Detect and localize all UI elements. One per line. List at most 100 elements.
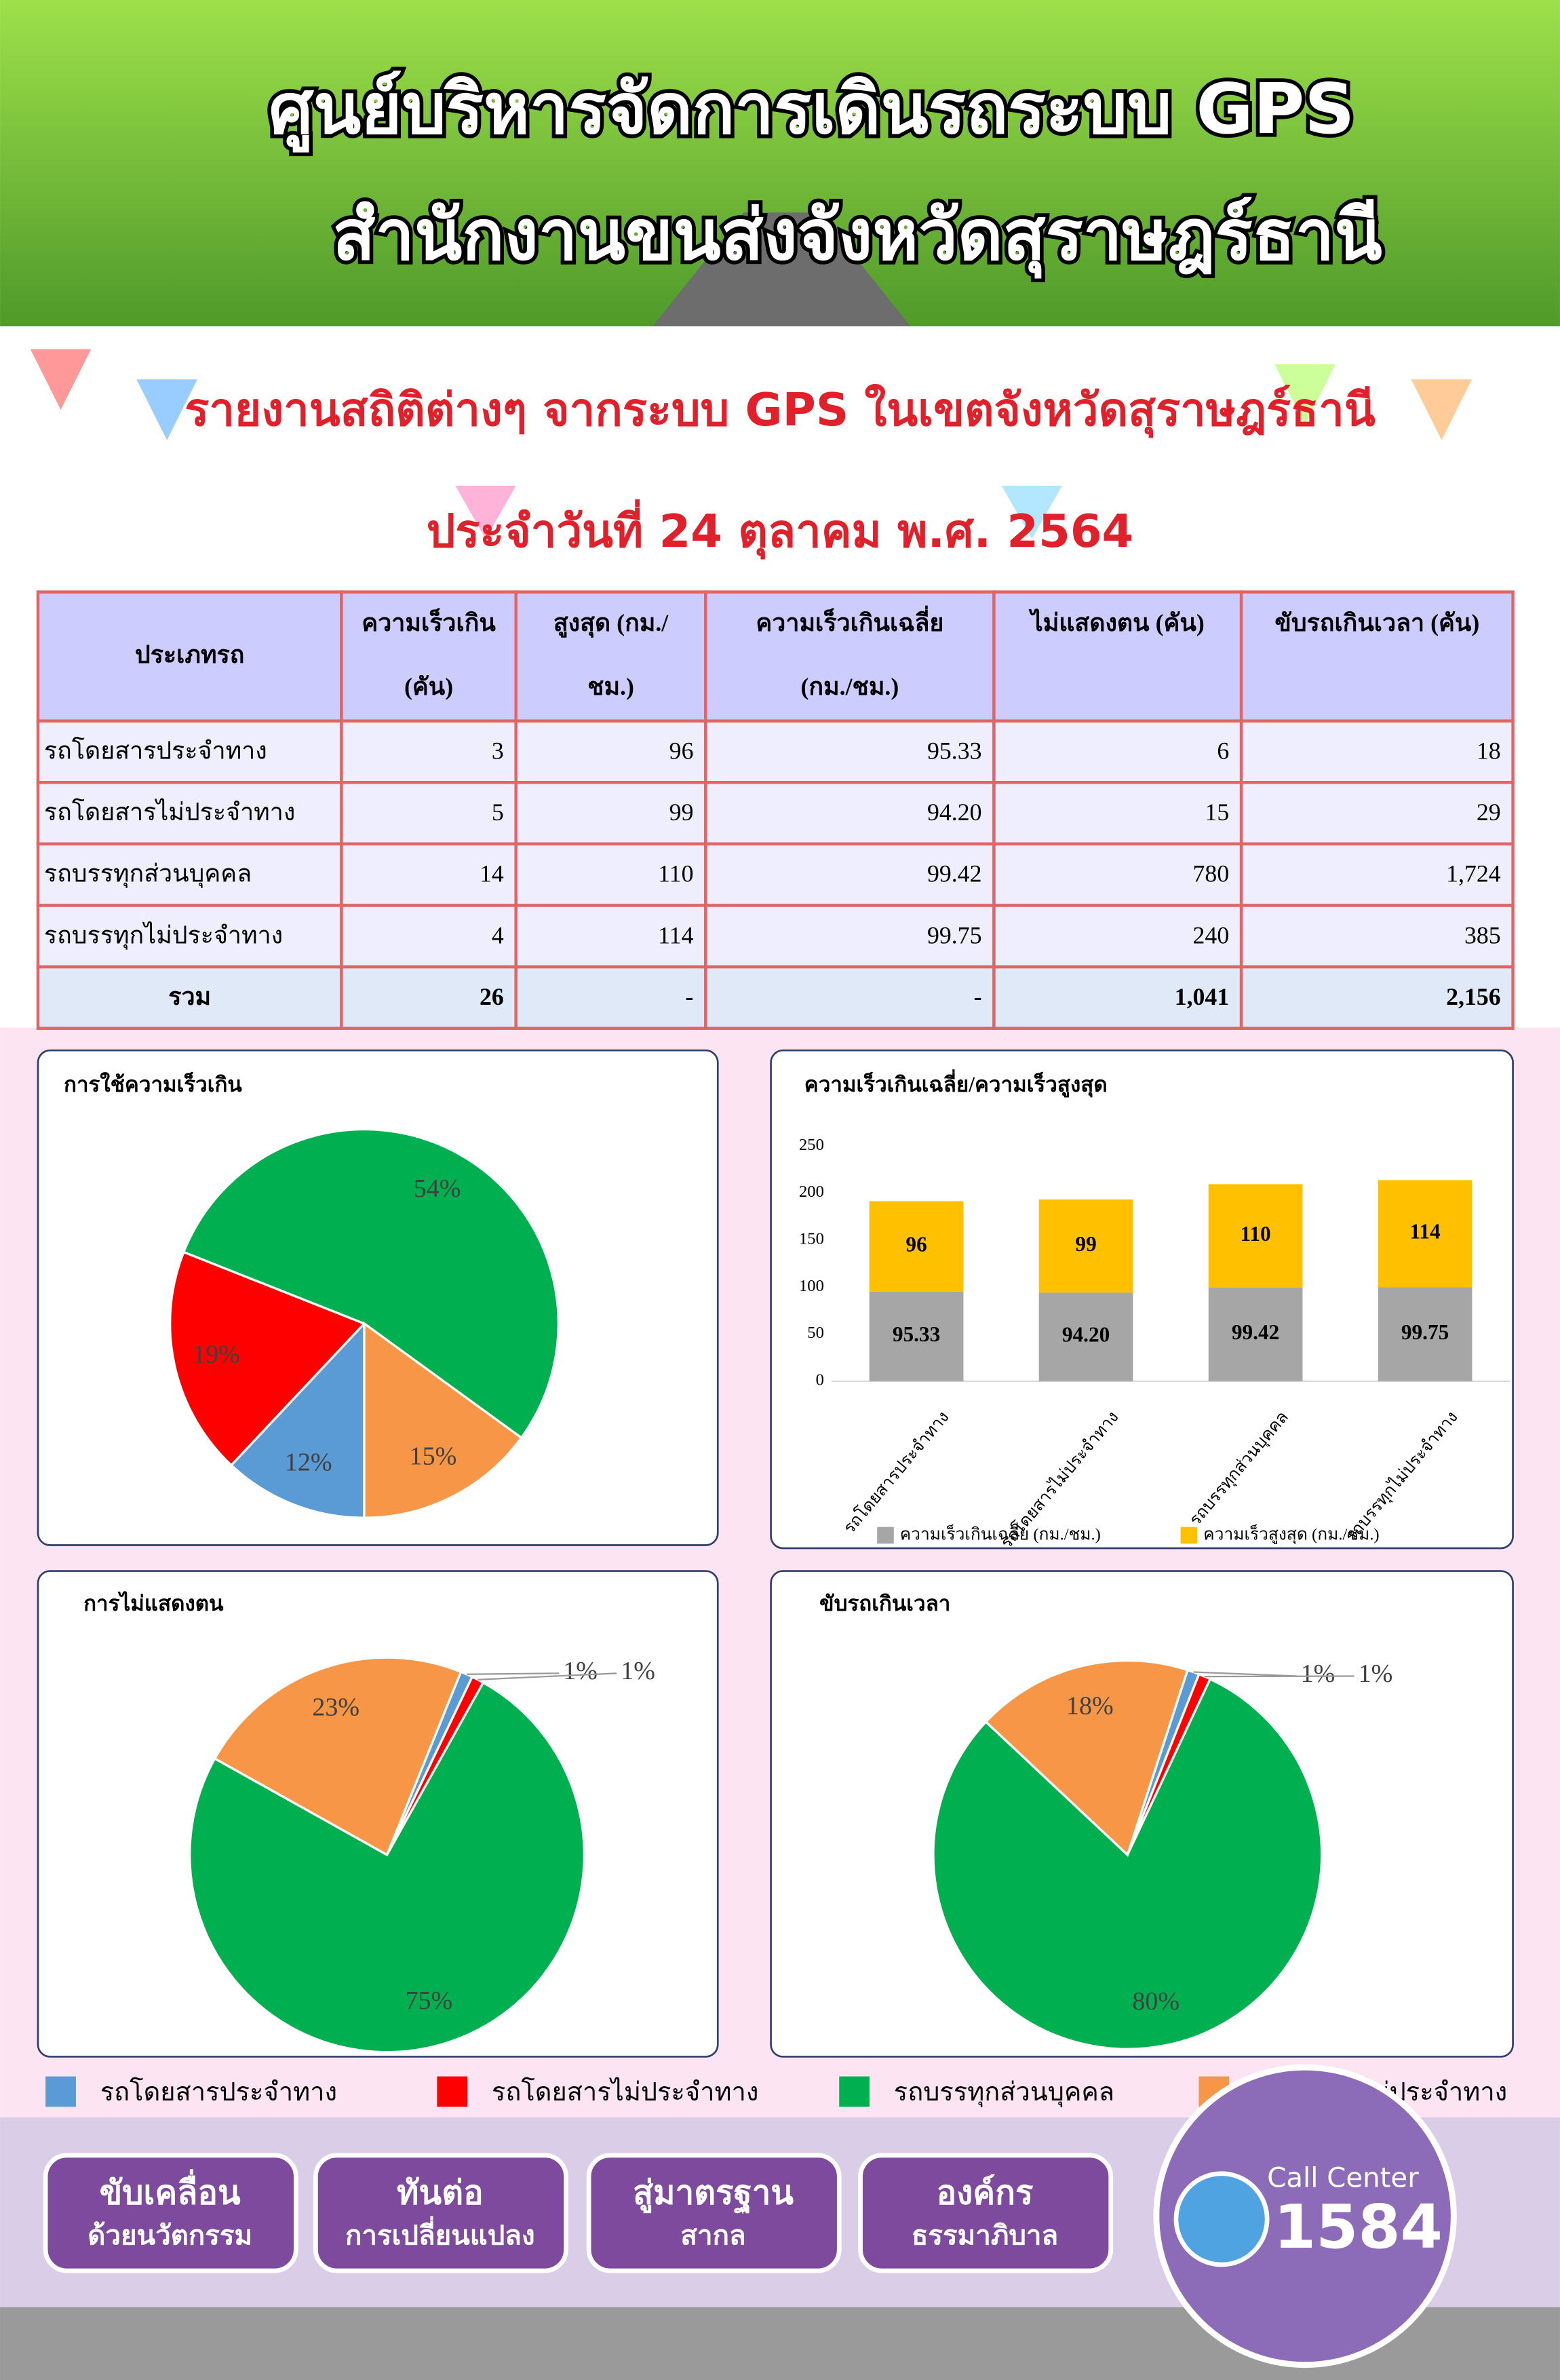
- pie-slice: [182, 1128, 560, 1440]
- footer-badge: [313, 2153, 568, 2273]
- bar-segment: [869, 1291, 964, 1381]
- table-cell: [704, 965, 996, 1030]
- table-text: 99.75: [927, 921, 982, 948]
- table-cell: [704, 719, 996, 784]
- bar-segment: [1038, 1199, 1133, 1293]
- pie-label: 1%: [621, 1657, 655, 1685]
- pie-slice: [189, 1681, 586, 2054]
- chart-title: ความเร็วเกินเฉลี่ย/ความเร็วสูงสุด: [804, 1069, 1108, 1098]
- table-cell: [36, 842, 343, 907]
- table-text: 780: [1193, 860, 1230, 887]
- pie-label: 1%: [563, 1657, 598, 1685]
- table-text: 240: [1193, 921, 1230, 948]
- table-cell: [1239, 781, 1515, 846]
- table-text: รวม: [168, 983, 211, 1010]
- header-cell: [1239, 590, 1515, 723]
- y-tick-label: 200: [799, 1183, 824, 1201]
- header-cell: [340, 590, 518, 723]
- pie-label: 1%: [1359, 1659, 1393, 1688]
- bar-segment: [1208, 1287, 1303, 1381]
- report-date: ประจำวันที่ 24 ตุลาคม พ.ศ. 2564: [427, 499, 1133, 560]
- bar-label: 99.42: [1232, 1320, 1279, 1344]
- legend-label: ความเร็วเกินเฉลี่ย (กม./ชม.): [900, 1522, 1101, 1544]
- header-text: ความเร็วเกิน: [362, 607, 496, 636]
- bar-label: 94.20: [1062, 1323, 1110, 1347]
- chart-title: การใช้ความเร็วเกิน: [64, 1071, 242, 1096]
- table-cell: [1239, 904, 1515, 969]
- bar-segment: [1378, 1287, 1473, 1381]
- table-cell: [992, 781, 1243, 846]
- legend-swatch: [1180, 1527, 1198, 1544]
- table-text: 6: [1217, 737, 1229, 764]
- table-text: 95.33: [927, 737, 982, 764]
- flag: [1274, 364, 1335, 425]
- flag: [136, 379, 197, 440]
- legend-swatch: [839, 2076, 870, 2107]
- header-text: ไม่แสดงตน (คัน): [1028, 608, 1205, 636]
- bar-label: 110: [1240, 1222, 1270, 1246]
- pie-slice: [363, 1321, 524, 1519]
- pie-label: 75%: [405, 1986, 452, 2015]
- badge-text: ธรรมาภิบาล: [912, 2221, 1058, 2252]
- table-cell: [514, 904, 707, 969]
- footer-badge: [858, 2153, 1114, 2273]
- y-tick-label: 100: [799, 1277, 824, 1295]
- bar-segment: [1208, 1184, 1303, 1288]
- table-text: -: [974, 983, 982, 1010]
- legend-swatch: [877, 1527, 894, 1544]
- pie-label: 18%: [1066, 1691, 1114, 1720]
- table-text: รถโดยสารไม่ประจำทาง: [44, 798, 295, 826]
- header-title: สำนักงานขนส่งจังหวัดสุราษฎร์ธานี: [332, 195, 1382, 279]
- table-text: 96: [669, 737, 694, 764]
- pie-slice: [213, 1656, 463, 1857]
- table-text: 29: [1477, 799, 1501, 826]
- legend-swatch: [45, 2076, 76, 2107]
- bunting: [30, 349, 1473, 539]
- table-text: 14: [480, 860, 504, 887]
- badge-text: สู่มาตรฐาน: [633, 2173, 794, 2214]
- pie-label: 12%: [285, 1448, 332, 1476]
- bar-segment: [1038, 1292, 1133, 1381]
- table-text: 1,041: [1175, 983, 1230, 1010]
- header-text: (คัน): [404, 673, 453, 700]
- badge-text: องค์กร: [937, 2173, 1034, 2212]
- pie-label: 19%: [193, 1340, 240, 1368]
- table-text: 2,156: [1446, 983, 1501, 1010]
- header-text: ขับรถเกินเวลา (คัน): [1274, 609, 1479, 636]
- flag: [455, 485, 516, 539]
- pie-label: 23%: [312, 1693, 359, 1722]
- table-cell: [1239, 965, 1515, 1030]
- legend-label: รถโดยสารไม่ประจำทาง: [492, 2077, 759, 2107]
- table-text: 94.20: [927, 799, 982, 826]
- call-center-badge: [1153, 2064, 1457, 2368]
- table-cell: [1239, 719, 1515, 784]
- stats-table: ประเภทรถ ความเร็วเกิน (คัน) สูงสุด (กม./ ชม.…: [36, 590, 1515, 1030]
- leader-line: [466, 1672, 560, 1675]
- table-text: 110: [658, 860, 693, 887]
- table-text: 99: [669, 799, 694, 826]
- bar-label: 99: [1075, 1232, 1096, 1256]
- table-text: รถบรรทุกไม่ประจำทาง: [44, 921, 283, 949]
- bar-label: 99.75: [1401, 1320, 1449, 1344]
- table-text: รถโดยสารประจำทาง: [44, 736, 267, 764]
- table-text: 26: [480, 983, 504, 1010]
- call-center-label: Call Center: [1267, 2163, 1419, 2194]
- badge-text: สากล: [680, 2221, 745, 2252]
- pie-label: 1%: [1301, 1659, 1335, 1688]
- bar-label: 95.33: [893, 1322, 940, 1346]
- flag: [30, 349, 92, 410]
- chart-title: ขับรถเกินเวลา: [819, 1592, 950, 1615]
- road: [652, 212, 911, 327]
- table-text: -: [686, 983, 694, 1010]
- pie-label: 15%: [410, 1442, 457, 1471]
- phone-icon: [1173, 2171, 1270, 2267]
- table-cell: [36, 965, 343, 1030]
- table-text: 3: [492, 737, 504, 764]
- pie-slice: [932, 1677, 1323, 2050]
- table-cell: [340, 965, 518, 1030]
- y-tick-label: 50: [807, 1324, 824, 1342]
- table-cell: [514, 965, 707, 1030]
- bar-label: 96: [905, 1232, 927, 1256]
